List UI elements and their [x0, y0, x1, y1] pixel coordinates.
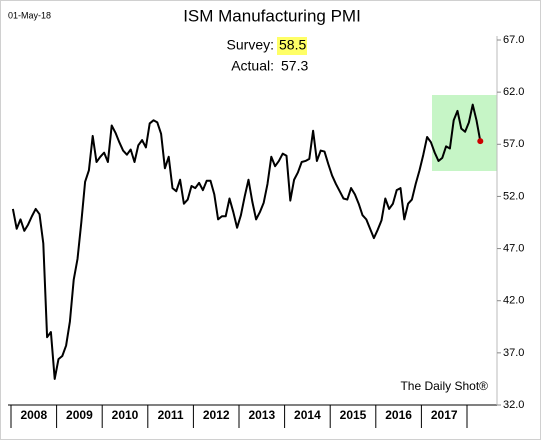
y-tick-label: 42.0: [503, 295, 524, 307]
x-tick-label: 2008: [20, 408, 47, 422]
survey-highlight: [277, 37, 307, 55]
source-label: The Daily Shot®: [400, 379, 488, 393]
date-label: 01-May-18: [8, 10, 51, 20]
actual-value: 57.3: [281, 58, 308, 74]
y-tick-label: 32.0: [503, 399, 524, 411]
x-tick-label: 2009: [66, 408, 93, 422]
y-tick-label: 57.0: [503, 138, 524, 150]
pmi-line: [11, 103, 482, 380]
x-tick-label: 2015: [340, 408, 367, 422]
last-point: [477, 138, 484, 145]
y-tick-label: 52.0: [503, 190, 524, 202]
y-tick-label: 47.0: [503, 242, 524, 254]
survey-label: Survey:: [227, 37, 274, 53]
chart-title: ISM Manufacturing PMI: [183, 6, 361, 25]
survey-value: 58.5: [279, 37, 306, 53]
actual-label: Actual:: [231, 58, 274, 74]
x-tick-label: 2013: [248, 408, 275, 422]
x-tick-label: 2014: [294, 408, 321, 422]
y-tick-label: 67.0: [503, 34, 524, 46]
y-tick-label: 62.0: [503, 86, 524, 98]
x-tick-label: 2010: [112, 408, 139, 422]
y-tick-label: 37.0: [503, 347, 524, 359]
x-tick-label: 2017: [431, 408, 458, 422]
x-tick-label: 2011: [158, 408, 184, 422]
x-tick-label: 2016: [385, 408, 412, 422]
highlight-box: [432, 95, 497, 171]
x-tick-label: 2012: [203, 408, 230, 422]
